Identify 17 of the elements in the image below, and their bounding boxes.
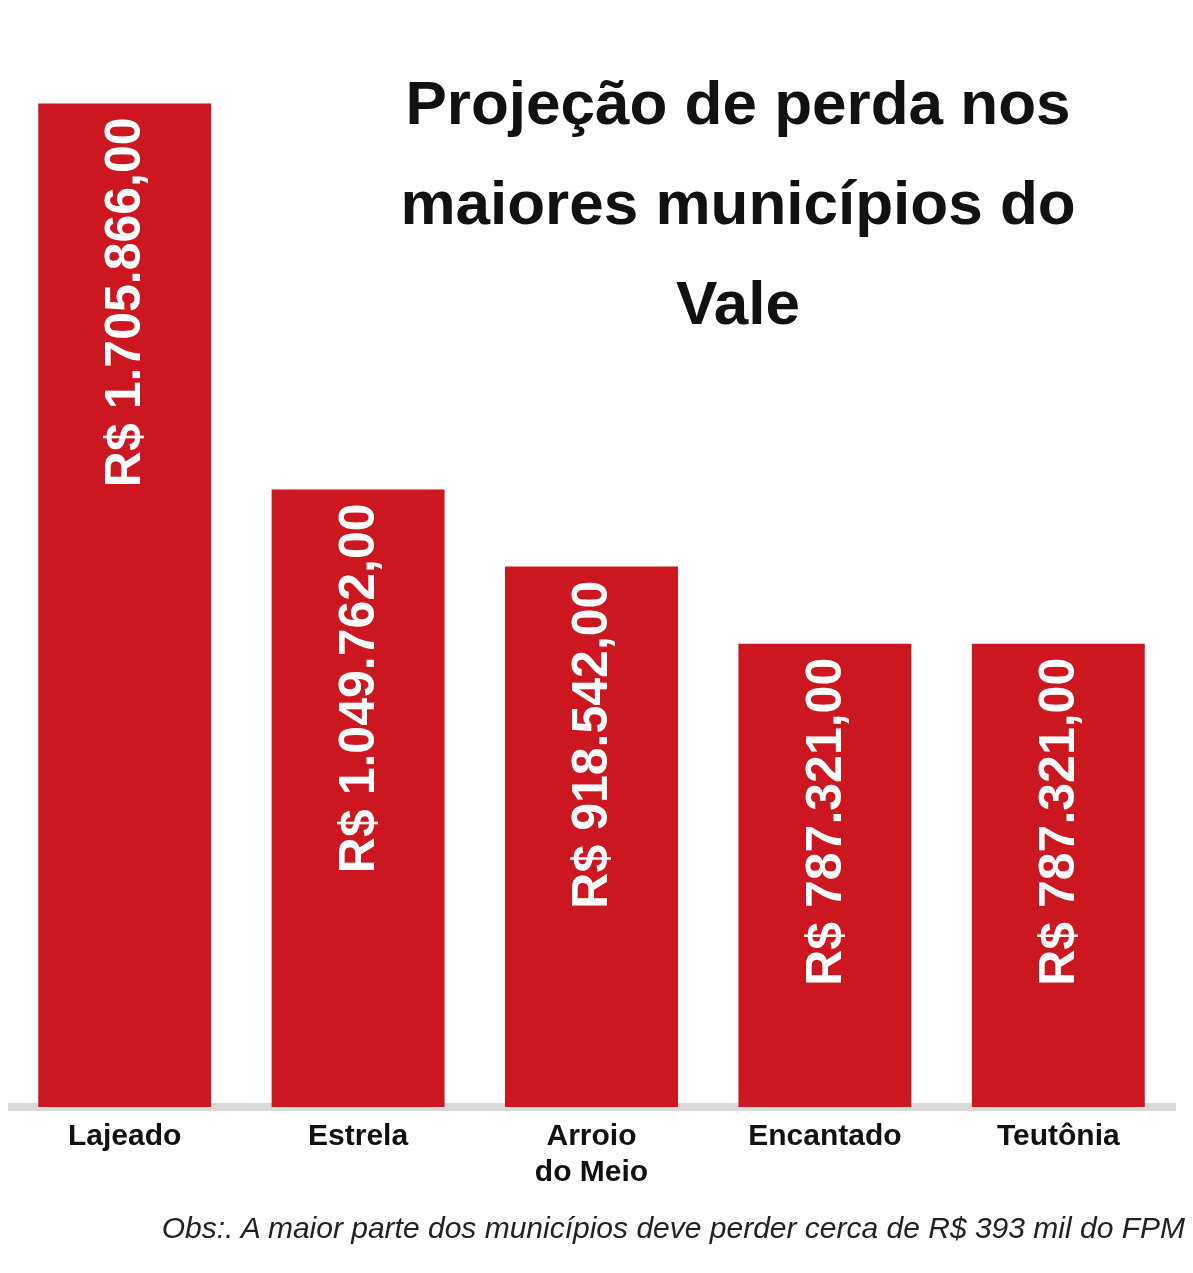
- bar: [971, 643, 1145, 1107]
- x-tick-label: Estrela: [308, 1118, 409, 1152]
- data-label: R$ 787.321,00: [1029, 657, 1086, 986]
- data-label: R$ 918.542,00: [562, 580, 619, 909]
- data-label: R$ 787.321,00: [795, 657, 852, 986]
- data-label: R$ 1.705.866,00: [95, 117, 152, 488]
- bar: [505, 566, 678, 1107]
- bar: [738, 643, 912, 1107]
- bar: [271, 489, 445, 1107]
- bar: [38, 103, 212, 1107]
- text: Obs:. A maior parte dos municípios deve perder cerca de R$ 393 mil do FPM: [160, 1211, 1185, 1245]
- x-tick-label: Arroio do Meio: [534, 1118, 649, 1188]
- x-tick-label: Lajeado: [68, 1118, 182, 1152]
- x-tick-label: Teutônia: [996, 1118, 1120, 1152]
- text: Projeção de perda nos maiores municípios do Vale: [399, 67, 1077, 339]
- x-tick-label: Encantado: [748, 1118, 902, 1152]
- data-label: R$ 1.049.762,00: [328, 503, 385, 874]
